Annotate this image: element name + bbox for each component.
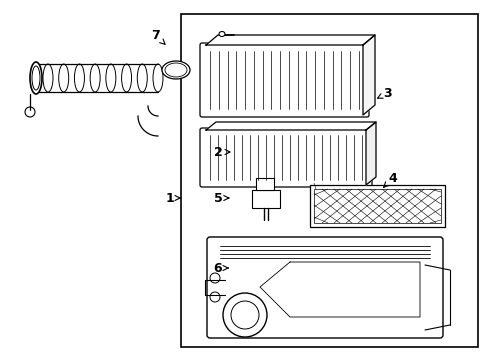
Ellipse shape: [30, 62, 42, 94]
Text: 2: 2: [213, 145, 229, 158]
Bar: [256, 178, 273, 190]
Polygon shape: [205, 122, 375, 130]
Ellipse shape: [162, 61, 190, 79]
Ellipse shape: [32, 66, 40, 90]
Bar: [251, 190, 280, 208]
FancyBboxPatch shape: [200, 43, 368, 117]
FancyBboxPatch shape: [206, 237, 442, 338]
Text: 6: 6: [213, 261, 228, 274]
Bar: [309, 185, 444, 227]
Text: 5: 5: [213, 192, 228, 204]
Text: 7: 7: [150, 28, 165, 44]
Polygon shape: [362, 35, 374, 115]
Polygon shape: [365, 122, 375, 185]
Text: 1: 1: [165, 192, 180, 204]
FancyBboxPatch shape: [200, 128, 371, 187]
Ellipse shape: [164, 63, 186, 77]
Bar: [181, 14, 477, 347]
Bar: [313, 189, 440, 223]
Text: 4: 4: [383, 171, 397, 187]
Text: 3: 3: [377, 86, 391, 99]
Ellipse shape: [219, 32, 224, 36]
Polygon shape: [205, 35, 374, 45]
